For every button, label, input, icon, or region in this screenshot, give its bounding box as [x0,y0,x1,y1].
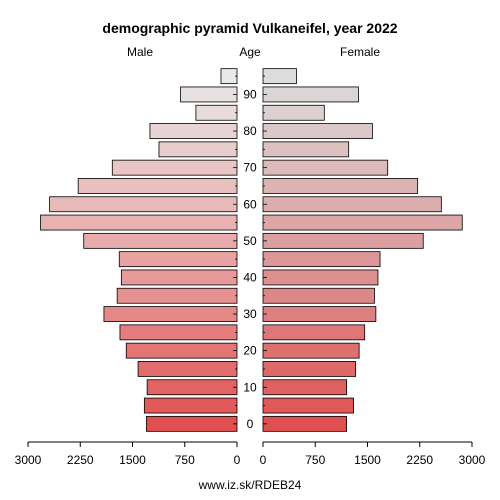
age-tick-label: 30 [243,307,257,321]
male-bar [220,68,238,85]
male-bar [111,159,238,176]
female-bar [262,68,297,85]
female-bar [262,361,357,377]
male-bar [83,232,238,249]
male-bar [125,342,238,359]
female-bar [262,232,424,249]
male-bar [158,141,238,158]
male-x-tick-label: 3000 [15,453,42,467]
female-bar [262,306,377,322]
age-axis: 0 10 20 30 40 50 60 70 80 90 [233,75,267,431]
female-bar [262,214,463,231]
male-bar [137,361,238,377]
male-bar [118,251,238,268]
male-label: Male [127,45,153,59]
male-x-tick-label: 2250 [67,453,94,467]
female-bar [262,86,359,103]
female-x-tick-label: 2250 [406,453,433,467]
female-bar [262,251,381,268]
male-bar [116,287,238,304]
male-bar [119,324,238,341]
age-tick-label: 60 [243,197,257,211]
male-bar [195,104,238,121]
female-bars [262,68,463,432]
female-label: Female [340,45,380,59]
female-bar [262,159,389,176]
age-tick-label: 80 [243,124,257,138]
female-bar [262,397,354,414]
age-tick-label: 20 [243,344,257,358]
female-bar [262,269,379,286]
age-tick-label: 40 [243,270,257,284]
male-bar [120,269,238,286]
male-bar [49,196,238,213]
male-bar [143,397,238,414]
female-x-axis: 0 750 1500 2250 3000 [260,441,486,467]
footer-source: www.iz.sk/RDEB24 [198,478,302,492]
male-x-tick-label: 1500 [119,453,146,467]
age-tick-label: 50 [243,234,257,248]
female-x-tick-label: 750 [305,453,325,467]
female-bar [262,342,360,359]
female-bar [262,287,375,304]
female-bar [262,104,325,121]
male-bar [40,214,238,231]
male-bar [149,123,238,139]
male-x-tick-label: 0 [234,453,241,467]
male-x-axis: 0 750 1500 2250 3000 [15,441,241,467]
male-bar [146,379,238,396]
female-bar [262,196,442,213]
male-bar [77,178,238,194]
age-tick-label: 10 [243,380,257,394]
female-bar [262,324,366,341]
female-bar [262,379,347,396]
age-tick-label: 0 [247,417,254,431]
age-tick-label: 90 [243,87,257,101]
chart-title: demographic pyramid Vulkaneifel, year 20… [102,20,397,36]
male-bar [103,306,238,322]
male-bar [180,86,238,103]
age-tick-label: 70 [243,161,257,175]
male-x-tick-label: 750 [175,453,195,467]
female-x-tick-label: 0 [260,453,267,467]
female-x-tick-label: 3000 [459,453,486,467]
female-bar [262,178,419,194]
male-bar [146,415,238,432]
female-bar [262,123,373,139]
female-x-tick-label: 1500 [354,453,381,467]
male-bars [40,68,238,432]
age-label: Age [239,45,261,59]
female-bar [262,415,347,432]
female-bar [262,141,350,158]
